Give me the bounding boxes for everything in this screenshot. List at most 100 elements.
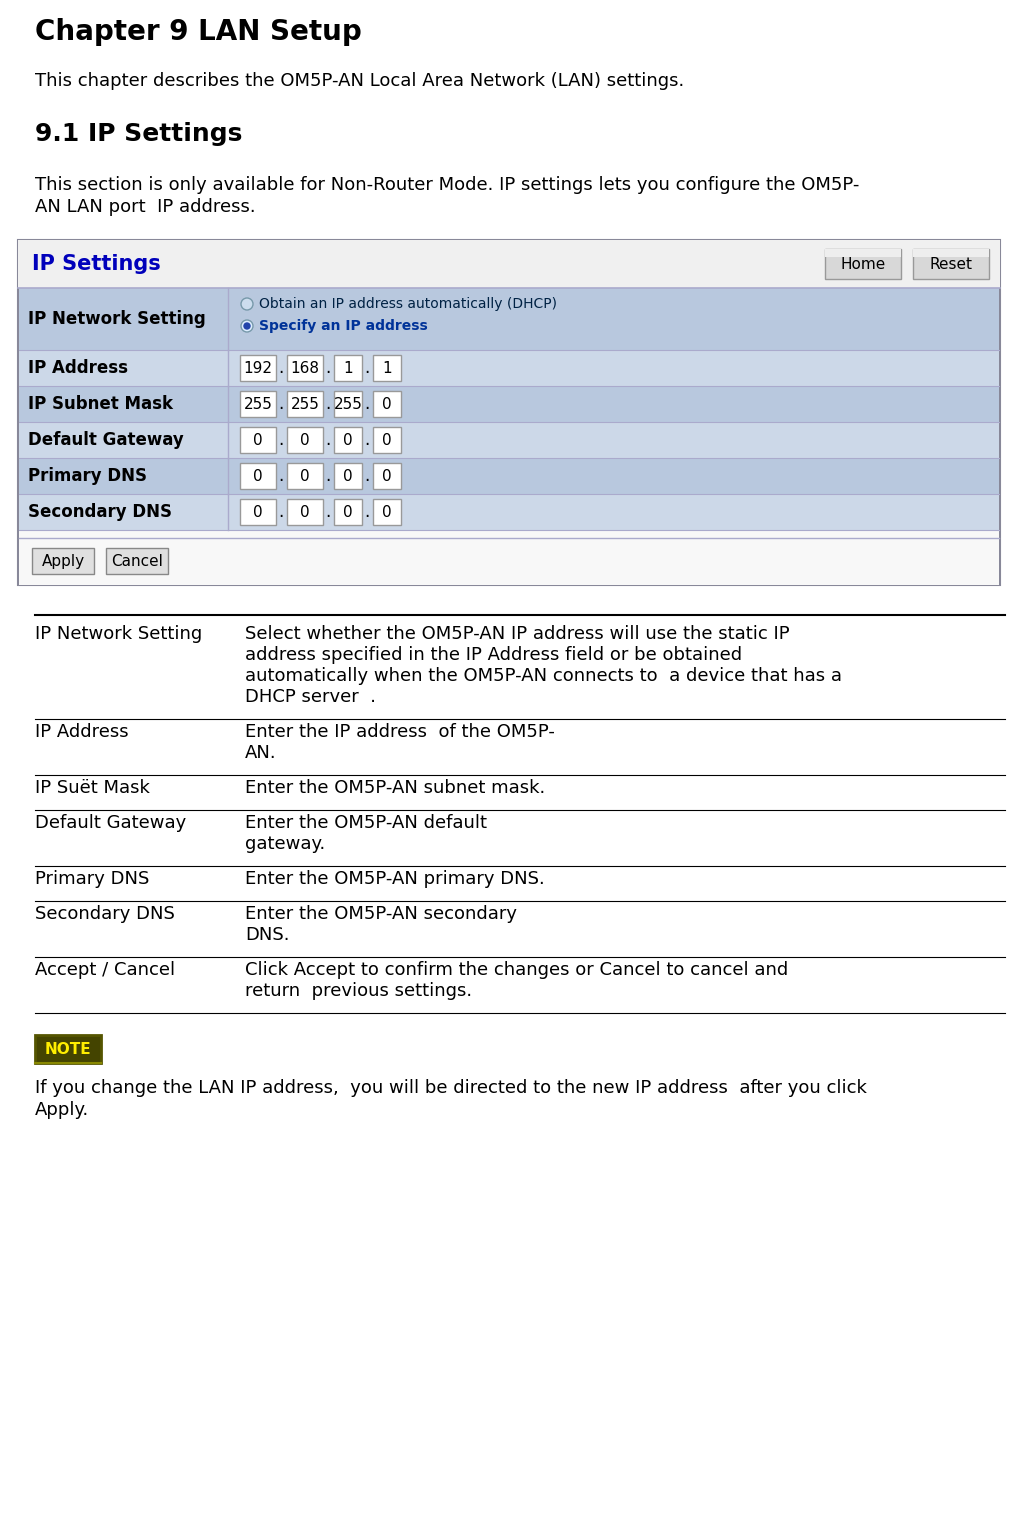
Text: automatically when the OM5P-AN connects to  a device that has a: automatically when the OM5P-AN connects … xyxy=(244,667,842,686)
Bar xyxy=(106,548,168,573)
Bar xyxy=(913,249,989,256)
Text: Cancel: Cancel xyxy=(111,554,163,569)
Text: 0: 0 xyxy=(343,469,353,484)
Text: Select whether the OM5P-AN IP address will use the static IP: Select whether the OM5P-AN IP address wi… xyxy=(244,625,789,643)
Text: Chapter 9 LAN Setup: Chapter 9 LAN Setup xyxy=(35,18,362,46)
Text: 0: 0 xyxy=(382,469,392,484)
Bar xyxy=(240,355,276,381)
Text: This section is only available for Non-Router Mode. IP settings lets you configu: This section is only available for Non-R… xyxy=(35,176,860,194)
Text: return  previous settings.: return previous settings. xyxy=(244,981,472,1000)
Text: IP Settings: IP Settings xyxy=(32,253,161,275)
Text: .: . xyxy=(365,504,370,520)
Text: Default Gateway: Default Gateway xyxy=(35,815,186,831)
Text: This chapter describes the OM5P-AN Local Area Network (LAN) settings.: This chapter describes the OM5P-AN Local… xyxy=(35,71,684,90)
Text: 0: 0 xyxy=(343,432,353,448)
Text: gateway.: gateway. xyxy=(244,834,325,853)
Bar xyxy=(913,249,989,279)
Text: .: . xyxy=(279,504,284,520)
Text: 0: 0 xyxy=(382,505,392,519)
Bar xyxy=(287,391,323,417)
Text: Enter the IP address  of the OM5P-: Enter the IP address of the OM5P- xyxy=(244,724,555,740)
Text: IP Address: IP Address xyxy=(35,724,128,740)
Text: Apply: Apply xyxy=(41,554,85,569)
Text: Enter the OM5P-AN primary DNS.: Enter the OM5P-AN primary DNS. xyxy=(244,871,545,887)
Bar xyxy=(19,529,999,586)
Bar xyxy=(19,350,999,385)
Text: 255: 255 xyxy=(290,396,319,411)
Bar xyxy=(373,499,401,525)
Bar xyxy=(334,499,362,525)
Text: 0: 0 xyxy=(253,469,263,484)
Bar xyxy=(19,288,999,350)
Text: Primary DNS: Primary DNS xyxy=(28,467,147,485)
Text: 1: 1 xyxy=(343,361,353,376)
Text: 0: 0 xyxy=(300,505,310,519)
Text: Enter the OM5P-AN subnet mask.: Enter the OM5P-AN subnet mask. xyxy=(244,780,545,796)
Text: .: . xyxy=(279,394,284,413)
Bar xyxy=(825,249,901,256)
Bar xyxy=(19,495,999,529)
Text: IP Address: IP Address xyxy=(28,360,128,378)
Text: 0: 0 xyxy=(300,469,310,484)
Circle shape xyxy=(241,320,253,332)
Text: Reset: Reset xyxy=(929,256,973,272)
Text: Enter the OM5P-AN secondary: Enter the OM5P-AN secondary xyxy=(244,906,517,922)
Text: address specified in the IP Address field or be obtained: address specified in the IP Address fiel… xyxy=(244,646,742,664)
Text: 192: 192 xyxy=(243,361,272,376)
Text: .: . xyxy=(279,360,284,378)
Bar xyxy=(334,426,362,454)
Text: 0: 0 xyxy=(300,432,310,448)
Text: Click Accept to confirm the changes or Cancel to cancel and: Click Accept to confirm the changes or C… xyxy=(244,960,788,978)
Text: 0: 0 xyxy=(382,432,392,448)
Bar xyxy=(287,463,323,488)
Circle shape xyxy=(241,297,253,309)
Text: 168: 168 xyxy=(290,361,319,376)
Text: 1: 1 xyxy=(382,361,392,376)
Text: 0: 0 xyxy=(343,505,353,519)
Text: DHCP server  .: DHCP server . xyxy=(244,689,376,705)
Bar xyxy=(334,391,362,417)
Bar xyxy=(240,391,276,417)
Text: If you change the LAN IP address,  you will be directed to the new IP address  a: If you change the LAN IP address, you wi… xyxy=(35,1079,867,1097)
Text: IP Network Setting: IP Network Setting xyxy=(28,309,206,328)
Text: .: . xyxy=(325,394,330,413)
Text: Specify an IP address: Specify an IP address xyxy=(259,319,428,334)
Text: .: . xyxy=(325,360,330,378)
Text: .: . xyxy=(365,467,370,485)
Text: AN.: AN. xyxy=(244,743,277,762)
Text: Apply.: Apply. xyxy=(35,1101,89,1120)
Bar xyxy=(334,355,362,381)
Text: AN LAN port  IP address.: AN LAN port IP address. xyxy=(35,199,256,215)
Text: IP Network Setting: IP Network Setting xyxy=(35,625,202,643)
Text: IP Suët Mask: IP Suët Mask xyxy=(35,780,150,796)
Bar xyxy=(19,385,999,422)
Text: .: . xyxy=(325,431,330,449)
Bar xyxy=(287,355,323,381)
Text: 0: 0 xyxy=(382,396,392,411)
Text: .: . xyxy=(279,431,284,449)
Bar xyxy=(19,422,999,458)
Text: Home: Home xyxy=(840,256,886,272)
Text: DNS.: DNS. xyxy=(244,925,289,944)
Bar xyxy=(32,548,94,573)
Bar xyxy=(19,458,999,495)
Text: Obtain an IP address automatically (DHCP): Obtain an IP address automatically (DHCP… xyxy=(259,297,557,311)
Text: NOTE: NOTE xyxy=(45,1042,91,1056)
Bar xyxy=(334,463,362,488)
Bar xyxy=(240,463,276,488)
Text: Secondary DNS: Secondary DNS xyxy=(28,504,172,520)
Text: IP Subnet Mask: IP Subnet Mask xyxy=(28,394,173,413)
Text: .: . xyxy=(325,504,330,520)
Text: Default Gateway: Default Gateway xyxy=(28,431,183,449)
Bar xyxy=(287,426,323,454)
Text: 0: 0 xyxy=(253,505,263,519)
Text: 9.1 IP Settings: 9.1 IP Settings xyxy=(35,121,242,146)
Text: 255: 255 xyxy=(243,396,272,411)
Bar xyxy=(373,426,401,454)
Text: .: . xyxy=(365,431,370,449)
Text: 255: 255 xyxy=(334,396,363,411)
Bar xyxy=(240,499,276,525)
Bar xyxy=(825,249,901,279)
Text: .: . xyxy=(365,394,370,413)
Text: 0: 0 xyxy=(253,432,263,448)
